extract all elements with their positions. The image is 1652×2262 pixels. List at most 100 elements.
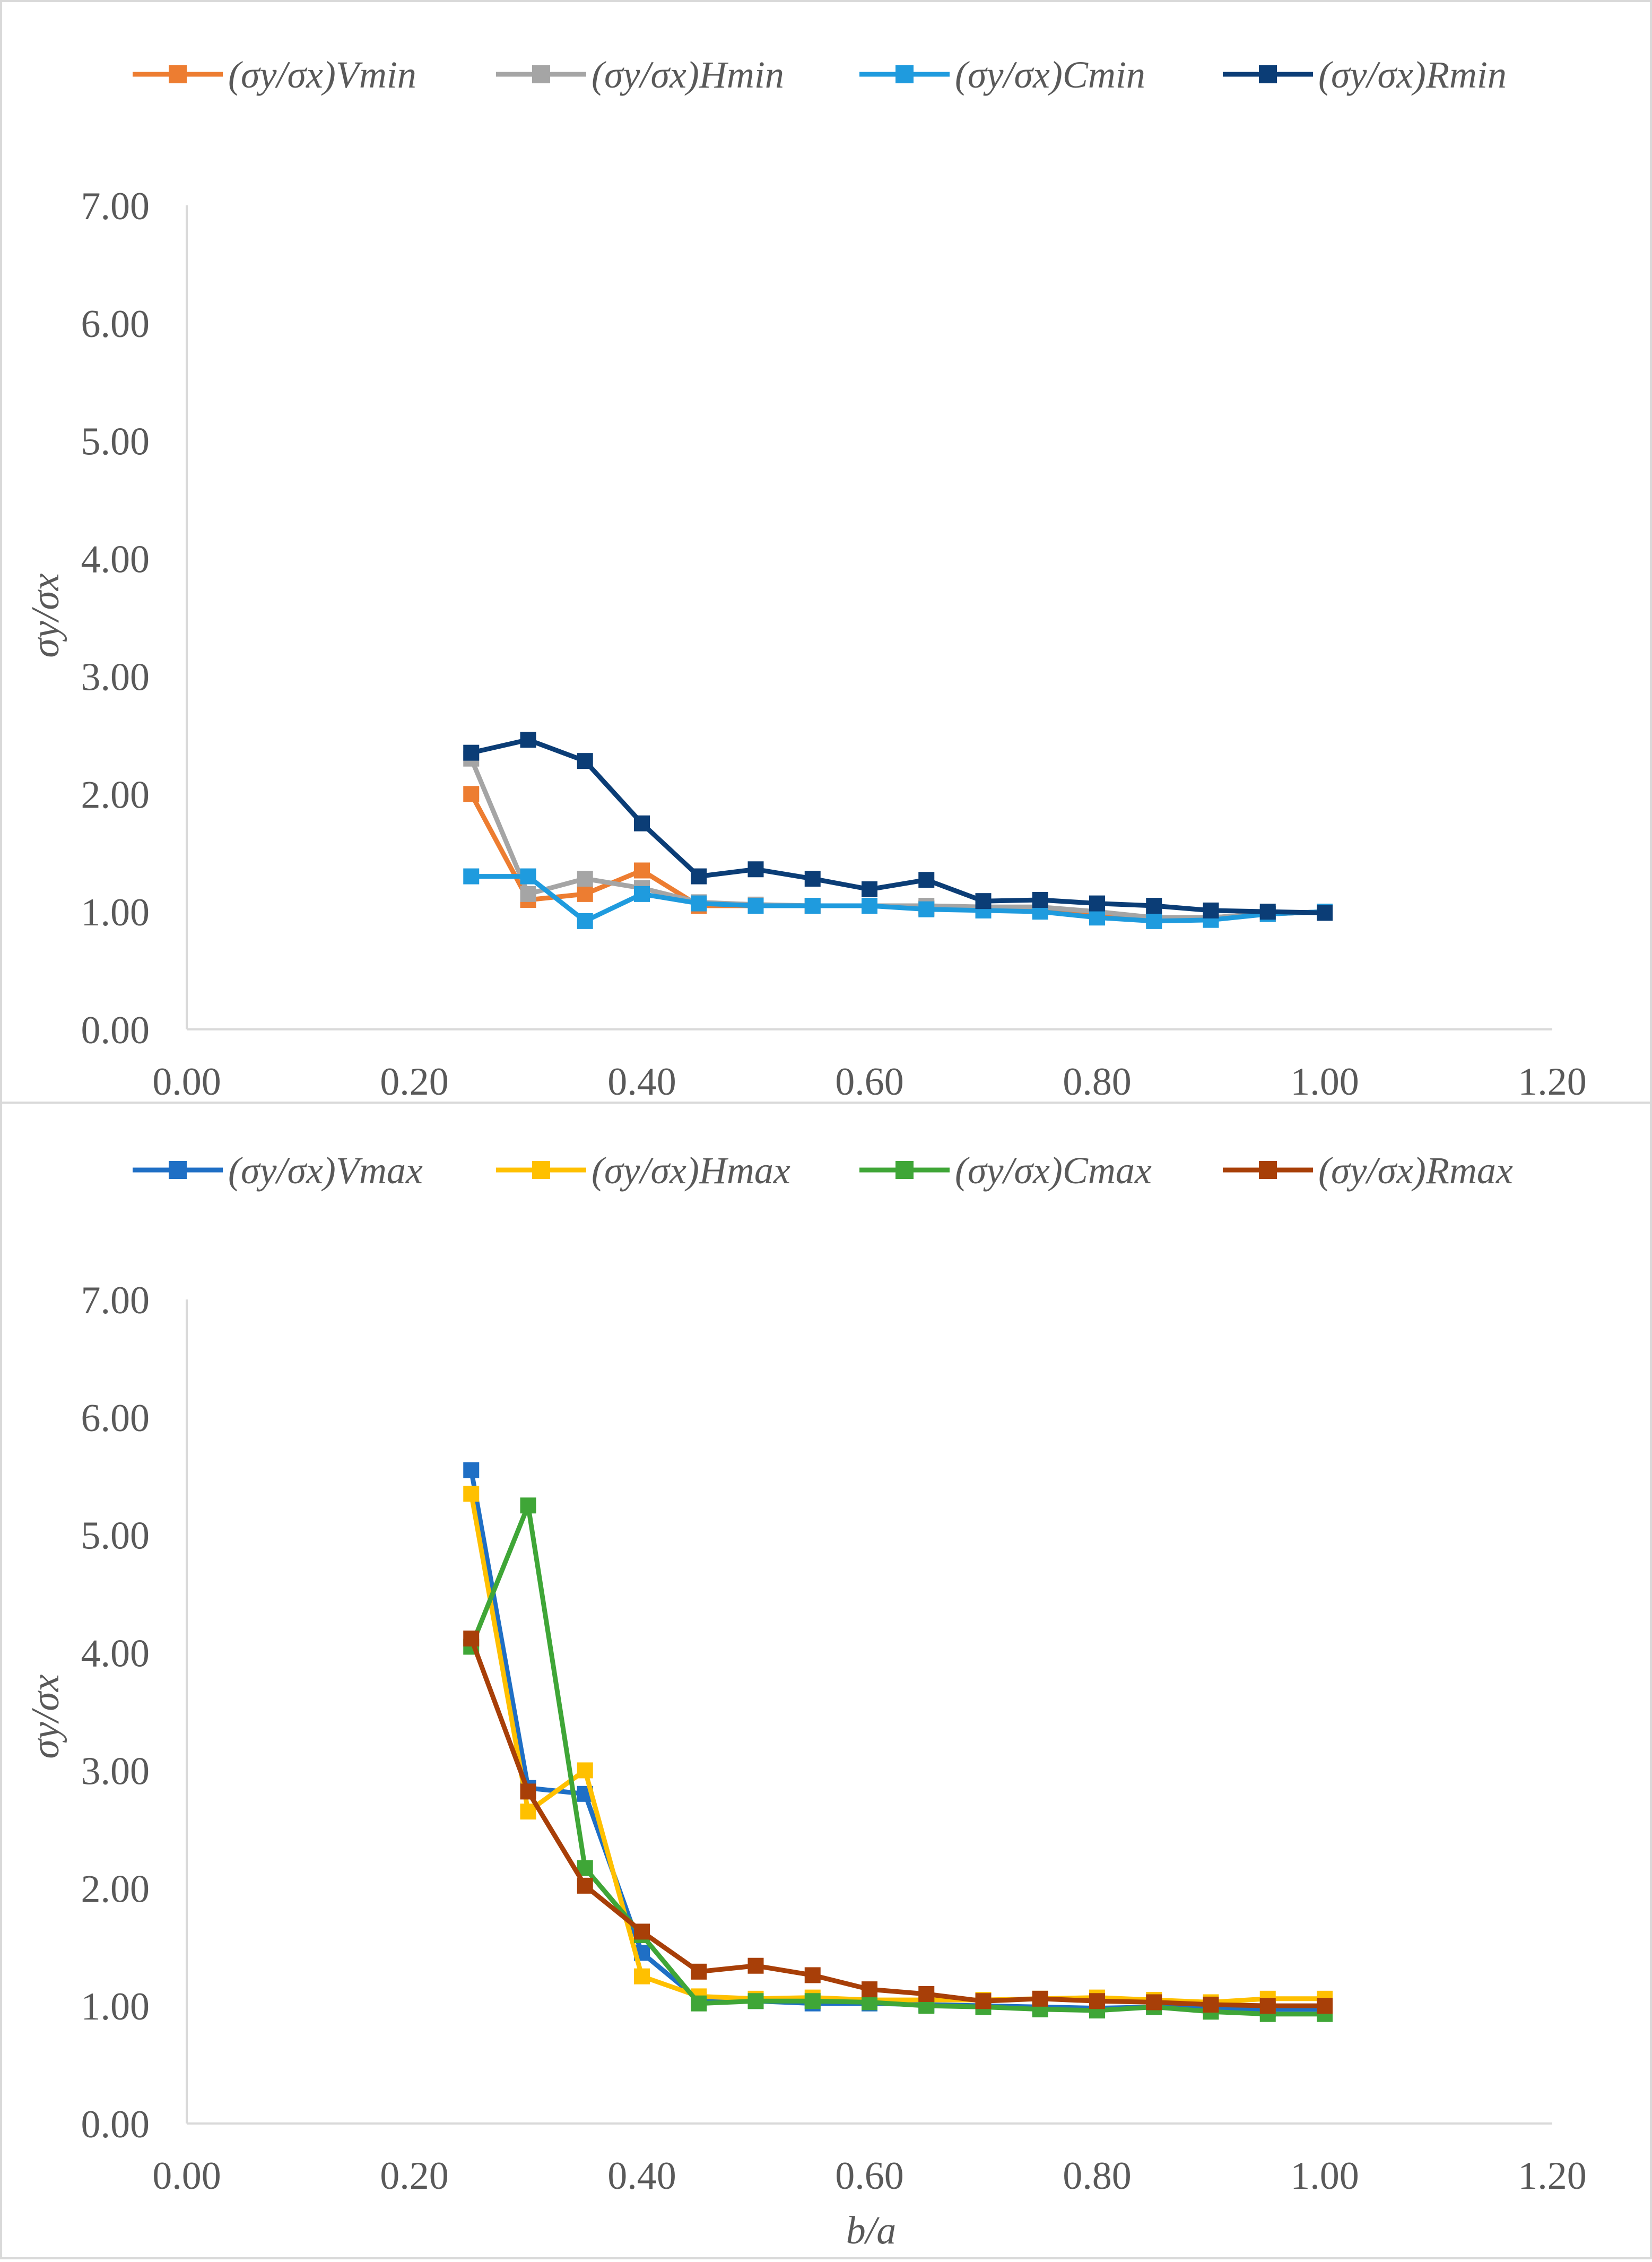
chart-1-frame [0,0,1652,1104]
y-tick-label: 2.00 [81,1867,150,1911]
y-tick-label: 4.00 [81,538,150,582]
y-tick-label: 3.00 [81,655,150,699]
data-point [463,1462,480,1478]
legend-entry: (σy/σx)Vmax [133,1149,423,1192]
data-point [1146,1994,1162,2010]
y-tick-label: 3.00 [81,1749,150,1793]
data-point [1259,1998,1276,2014]
data-point [1089,909,1105,926]
x-axis-label: b/a [846,2209,897,2252]
x-tick-label: 0.40 [607,2154,676,2198]
y-tick-label: 6.00 [81,1397,150,1440]
legend-label: (σy/σx)Rmax [1318,1149,1513,1192]
chart-2-frame [0,1102,1652,2259]
data-point [520,886,536,902]
data-point [918,1986,935,2002]
data-point [520,1804,536,1820]
legend-label: (σy/σx)Vmin [228,54,416,96]
y-tick-label: 0.00 [81,2103,150,2146]
legend-label: (σy/σx)Hmax [592,1149,790,1192]
data-point [520,1497,536,1514]
chart-min-legend: (σy/σx)Vmin (σy/σx)Hmin (σy/σx)Cmin (σy/… [133,54,1507,96]
x-tick-label: 1.20 [1518,2154,1587,2198]
legend-entry: (σy/σx)Cmin [859,54,1145,96]
data-point [463,1486,480,1502]
data-point [577,913,593,929]
x-tick-label: 0.00 [152,1060,221,1104]
legend-marker [532,1161,550,1179]
data-point [520,868,536,885]
legend-marker [895,1161,914,1179]
data-point [747,861,764,878]
data-point [577,871,593,887]
legend-entry: (σy/σx)Rmin [1223,54,1507,96]
series-line [468,1636,1327,2008]
x-tick-label: 1.00 [1290,1060,1359,1104]
legend-entry: (σy/σx)Hmax [496,1149,790,1192]
y-tick-label: 5.00 [81,1514,150,1558]
data-point [1259,904,1276,920]
data-point [577,753,593,769]
x-tick-label: 1.20 [1518,1060,1587,1104]
legend-entry: (σy/σx)Rmax [1223,1149,1513,1192]
chart-max-legend: (σy/σx)Vmax (σy/σx)Hmax (σy/σx)Cmax (σy/… [133,1149,1513,1192]
data-point [691,868,707,885]
x-tick-label: 0.20 [380,1060,449,1104]
data-point [862,1981,877,1998]
data-point [1032,891,1048,908]
data-point [1146,898,1162,914]
series-(σy/σx)Rmax [463,1630,1333,2014]
data-point [747,1993,764,2009]
x-tick-label: 0.00 [152,2154,221,2198]
data-point [463,744,480,761]
data-point [634,862,650,879]
data-point [1317,905,1333,921]
legend-marker [169,1161,187,1179]
data-point [691,1995,707,2012]
legend-marker [532,65,550,83]
data-point [975,893,992,909]
y-tick-label: 6.00 [81,302,150,346]
legend-label: (σy/σx)Vmax [228,1149,423,1192]
data-point [862,898,877,914]
data-point [577,1762,593,1779]
y-tick-label: 4.00 [81,1632,150,1676]
legend-entry: (σy/σx)Vmin [133,54,416,96]
legend-label: (σy/σx)Cmax [955,1149,1152,1192]
y-tick-label: 2.00 [81,773,150,817]
data-point [520,1783,536,1800]
data-point [634,1923,650,1940]
y-tick-label: 7.00 [81,185,150,228]
data-point [1317,1998,1333,2014]
y-tick-label: 7.00 [81,1279,150,1322]
x-tick-label: 1.00 [1290,2154,1359,2198]
data-point [1203,1996,1219,2013]
data-point [975,1993,992,2009]
data-point [1089,895,1105,912]
data-point [918,901,935,917]
x-tick-label: 0.20 [380,2154,449,2198]
data-point [463,868,480,885]
x-tick-label: 0.60 [835,1060,904,1104]
x-tick-label: 0.80 [1063,2154,1132,2198]
series-line [468,874,1327,924]
data-point [463,1630,480,1646]
y-axis-label: σy/σx [24,1674,67,1758]
legend-marker [169,65,187,83]
data-point [918,872,935,888]
legend-label: (σy/σx)Cmin [955,54,1145,96]
legend-entry: (σy/σx)Cmax [859,1149,1152,1192]
series-(σy/σx)Rmin [463,732,1333,921]
data-point [862,881,877,897]
y-tick-label: 1.00 [81,1985,150,2029]
data-point [520,732,536,748]
y-tick-label: 1.00 [81,891,150,934]
data-point [804,1967,821,1983]
data-point [1032,1990,1048,2007]
series-line [468,1503,1327,2017]
data-point [577,886,593,902]
data-point [463,786,480,802]
data-point [691,895,707,912]
legend-marker [1259,65,1277,83]
